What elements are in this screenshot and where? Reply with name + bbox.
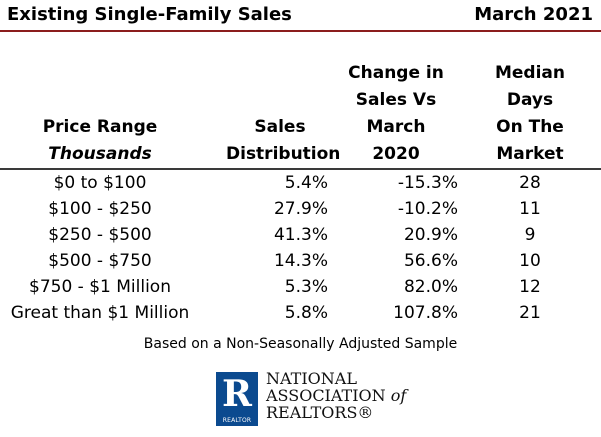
days-cell: 28 [519, 173, 541, 193]
distribution-cell: 14.3% [273, 251, 328, 271]
realtor-mark-caption: REALTOR [222, 417, 252, 424]
page-title: Existing Single-Family Sales [7, 4, 292, 25]
days-cell: 9 [524, 225, 536, 245]
change-cell: 82.0% [403, 277, 458, 297]
column-header-change-line1: Change in [348, 63, 444, 83]
realtor-r-letter: R [222, 373, 252, 415]
column-header-sales-distribution-line1: Sales [254, 117, 306, 137]
column-header-sales-distribution: Sales Distribution [226, 114, 341, 168]
sales-table-body: $0 to $100 5.4% -15.3% 28 $100 - $250 27… [0, 171, 601, 327]
nar-line-2a: ASSOCIATION [266, 386, 386, 405]
nar-line-2: ASSOCIATION of [266, 387, 406, 404]
header-divider [0, 168, 601, 170]
nar-line-3: REALTORS® [266, 403, 374, 422]
column-header-price-range: Price Range Thousands [22, 114, 178, 168]
table-row: $100 - $250 27.9% -10.2% 11 [0, 197, 601, 223]
price-range-cell: $500 - $750 [48, 251, 152, 271]
footnote: Based on a Non-Seasonally Adjusted Sampl… [143, 336, 458, 352]
nar-line-2b: of [390, 386, 407, 405]
change-cell: 107.8% [393, 303, 458, 323]
change-cell: -10.2% [397, 199, 458, 219]
report-month: March 2021 [474, 4, 593, 25]
column-header-days-on-market: Median Days On The Market [480, 60, 580, 168]
column-header-change-line2: Sales Vs [355, 90, 437, 110]
nar-line-1: NATIONAL [266, 369, 357, 388]
table-row: Great than $1 Million 5.8% 107.8% 21 [0, 301, 601, 327]
column-header-days-line3: On The [496, 117, 564, 137]
distribution-cell: 5.3% [284, 277, 328, 297]
table-row: $500 - $750 14.3% 56.6% 10 [0, 249, 601, 275]
table-row: $0 to $100 5.4% -15.3% 28 [0, 171, 601, 197]
table-row: $750 - $1 Million 5.3% 82.0% 12 [0, 275, 601, 301]
nar-wordmark: NATIONAL ASSOCIATION of REALTORS® [266, 370, 406, 421]
distribution-cell: 27.9% [273, 199, 328, 219]
days-cell: 10 [519, 251, 541, 271]
column-header-days-line1: Median [494, 63, 566, 83]
table-row: $250 - $500 41.3% 20.9% 9 [0, 223, 601, 249]
column-header-days-line2: Days [506, 90, 554, 110]
days-cell: 12 [519, 277, 541, 297]
column-header-price-range-line1: Price Range [42, 117, 158, 137]
price-range-cell: $0 to $100 [53, 173, 147, 193]
distribution-cell: 41.3% [273, 225, 328, 245]
change-cell: -15.3% [397, 173, 458, 193]
column-header-change: Change in Sales Vs March 2020 [332, 60, 460, 168]
title-bar: Existing Single-Family Sales March 2021 [0, 0, 601, 30]
column-header-change-line3: March [366, 117, 426, 137]
column-header-price-range-line2: Thousands [48, 144, 152, 164]
price-range-cell: $100 - $250 [48, 199, 152, 219]
column-header-sales-distribution-line2: Distribution [226, 144, 341, 164]
days-cell: 11 [519, 199, 541, 219]
change-cell: 56.6% [403, 251, 458, 271]
distribution-cell: 5.4% [284, 173, 328, 193]
column-header-days-line4: Market [496, 144, 564, 164]
days-cell: 21 [519, 303, 541, 323]
price-range-cell: $250 - $500 [48, 225, 152, 245]
distribution-cell: 5.8% [284, 303, 328, 323]
title-divider [0, 30, 601, 32]
realtor-logo-mark: R REALTOR [216, 372, 258, 426]
column-header-change-line4: 2020 [372, 144, 420, 164]
price-range-cell: $750 - $1 Million [29, 277, 171, 297]
change-cell: 20.9% [403, 225, 458, 245]
price-range-cell: Great than $1 Million [10, 303, 190, 323]
